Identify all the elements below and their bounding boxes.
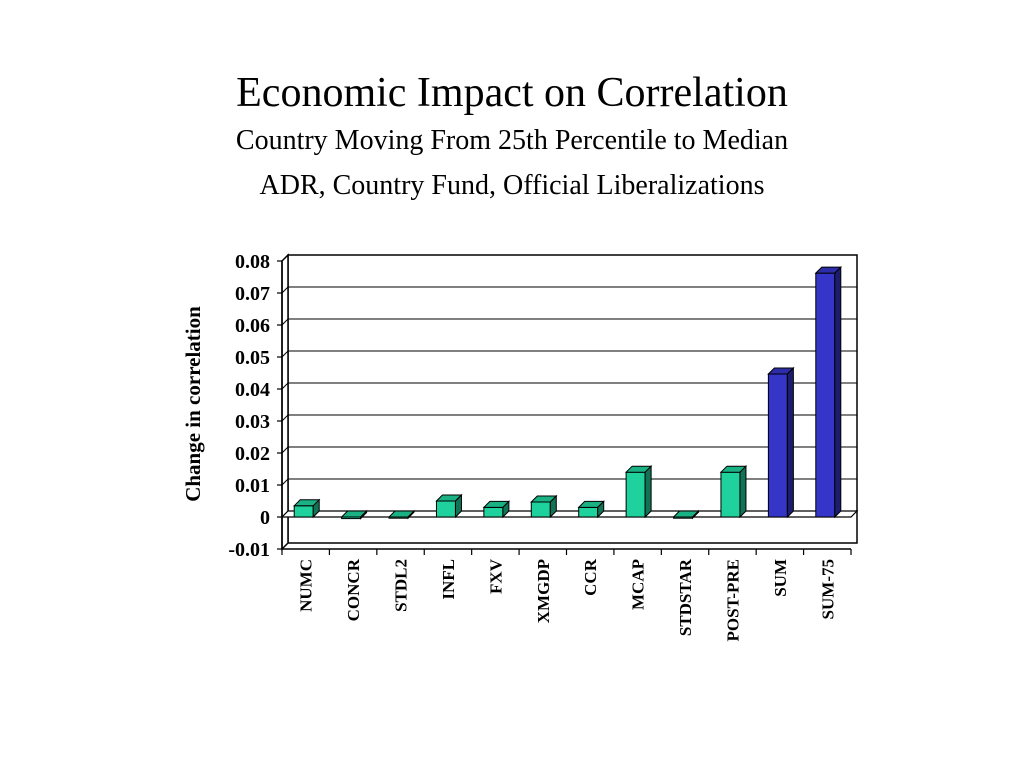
gridline xyxy=(281,446,857,454)
gridline xyxy=(281,478,857,486)
bar xyxy=(530,494,558,519)
x-category-labels: NUMC CONCR STDL2 INFL FXV XMGDP CCR MCAP STDSTAR… xyxy=(297,558,838,641)
bar xyxy=(814,265,842,519)
axes xyxy=(277,260,859,555)
gridline xyxy=(281,382,857,390)
bar-side xyxy=(549,494,557,519)
bar-side xyxy=(692,509,700,520)
y-tick-labels: 0.08 0.07 0.06 0.05 0.04 0.03 0.02 0.01 0 -0.01 xyxy=(228,251,270,561)
gridline xyxy=(281,286,857,294)
gridline xyxy=(281,318,857,326)
back-wall xyxy=(287,254,858,544)
bar-front xyxy=(483,506,504,518)
bar xyxy=(340,509,368,520)
x-category-label: XMGDP xyxy=(534,559,553,623)
bar-side xyxy=(360,509,368,520)
x-category-label: INFL xyxy=(439,559,458,600)
y-axis-title: Change in correlation xyxy=(181,306,205,502)
x-category-label: CCR xyxy=(581,558,600,596)
bar-front xyxy=(293,505,314,518)
x-category-label: STDSTAR xyxy=(676,558,695,636)
bar xyxy=(482,500,511,519)
bars xyxy=(293,265,842,520)
y-tick-label: 0.05 xyxy=(235,347,270,369)
bar-front xyxy=(578,506,599,518)
bar-side xyxy=(454,493,462,519)
bar-front xyxy=(530,501,551,518)
x-category-label: CONCR xyxy=(344,558,363,621)
x-category-label: POST-PRE xyxy=(723,559,742,642)
y-tick-label: 0.02 xyxy=(235,443,270,465)
x-category-label: STDL2 xyxy=(392,559,411,612)
x-category-label: NUMC xyxy=(297,559,316,612)
bar xyxy=(672,509,700,520)
gridline xyxy=(281,414,857,422)
slide-titles: Economic Impact on Correlation Country M… xyxy=(0,68,1024,208)
x-category-label: SUM-75 xyxy=(818,559,837,619)
slide-subtitle-1: Country Moving From 25th Percentile to M… xyxy=(235,125,789,156)
bar-side xyxy=(407,509,415,520)
y-tick-label: 0.06 xyxy=(235,315,270,337)
y-tick-label: 0.07 xyxy=(235,283,270,305)
x-category-label: FXV xyxy=(486,558,505,594)
y-tick-label: 0.04 xyxy=(235,379,270,401)
plot-walls xyxy=(281,253,858,551)
slide-title: Economic Impact on Correlation xyxy=(236,70,788,116)
bar-side xyxy=(644,464,652,519)
bar-side xyxy=(312,498,320,519)
bar-front xyxy=(435,500,456,518)
gridline xyxy=(281,350,857,358)
bar-side xyxy=(739,464,747,519)
side-wall xyxy=(281,253,289,551)
bar-front xyxy=(815,272,836,518)
bar xyxy=(624,464,653,519)
bar-side xyxy=(834,265,842,519)
bar-front xyxy=(767,373,788,518)
bar xyxy=(577,500,605,519)
zero-floor xyxy=(280,510,859,518)
x-category-label: SUM xyxy=(771,559,790,597)
bar-side xyxy=(786,366,794,519)
bar-front xyxy=(720,471,741,518)
x-category-label: MCAP xyxy=(629,559,648,610)
bar xyxy=(767,366,795,519)
y-tick-label: 0.08 xyxy=(235,251,270,273)
bar-side xyxy=(502,500,510,519)
y-tick-label: 0 xyxy=(260,507,270,529)
bar xyxy=(387,509,416,520)
slide-subtitle-2: ADR, Country Fund, Official Liberalizati… xyxy=(259,170,765,201)
y-tick-label: 0.01 xyxy=(235,475,270,497)
bar xyxy=(293,498,321,519)
bar xyxy=(435,493,463,519)
y-tick-label: -0.01 xyxy=(228,539,270,561)
bar xyxy=(719,464,748,519)
bar-front xyxy=(625,471,646,518)
y-tick-label: 0.03 xyxy=(235,411,270,433)
bar-side xyxy=(597,500,605,519)
